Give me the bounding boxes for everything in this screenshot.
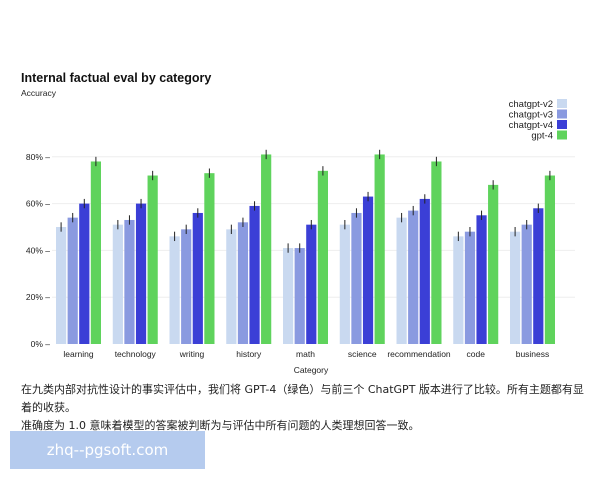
bar-gpt-4-writing [204,173,215,344]
legend-label: chatgpt-v3 [509,110,553,121]
watermark-text: zhq--pgsoft.com [46,441,169,459]
x-tick-label: math [296,349,315,359]
bar-gpt-4-business [544,175,555,344]
bar-chatgpt-v3-learning [67,217,78,344]
legend-label: gpt-4 [531,131,553,142]
x-tick-label: science [348,349,377,359]
bar-gpt-4-science [374,154,385,344]
bar-chatgpt-v4-business [533,208,544,344]
bar-chatgpt-v2-recommendation [396,217,407,344]
bar-chart: Internal factual eval by category Accura… [21,71,575,375]
bar-chatgpt-v3-business [521,224,532,344]
x-tick-label: business [516,349,550,359]
bar-chatgpt-v2-technology [112,224,123,344]
x-tick-label: writing [179,349,205,359]
bar-gpt-4-technology [147,175,158,344]
caption-line-2: 准确度为 1.0 意味着模型的答案被判断为与评估中所有问题的人类理想回答一致。 [21,419,420,432]
bar-chatgpt-v3-history [237,222,249,344]
legend-swatch [557,109,567,119]
x-tick-label: history [236,349,262,359]
legend-swatch [557,99,567,108]
x-tick-label: recommendation [387,349,451,359]
bar-chatgpt-v3-recommendation [408,210,419,344]
bar-chatgpt-v2-writing [169,236,180,344]
bar-gpt-4-recommendation [431,161,442,344]
x-tick-label: learning [63,349,94,359]
bar-gpt-4-history [261,154,272,344]
bar-gpt-4-math [317,170,328,344]
x-tick-label: technology [115,349,157,359]
bar-chatgpt-v3-writing [181,229,192,344]
bar-chatgpt-v4-writing [192,212,203,344]
y-tick-label: 40% – [26,245,50,255]
bar-chatgpt-v2-business [510,231,521,344]
bar-chatgpt-v3-science [351,212,362,344]
bar-chatgpt-v2-code [453,236,464,344]
bar-chatgpt-v2-math [283,248,294,344]
bar-chatgpt-v4-recommendation [419,198,430,344]
watermark-banner: zhq--pgsoft.com [10,431,205,469]
bar-chatgpt-v3-math [294,248,305,344]
legend-swatch [557,120,567,129]
y-tick-label: 80% – [26,152,50,162]
bar-chatgpt-v4-math [306,224,317,344]
bar-gpt-4-code [488,184,499,344]
bar-chatgpt-v2-learning [56,227,67,344]
y-tick-label: 20% – [26,292,50,302]
caption-line-1: 在九类内部对抗性设计的事实评估中，我们将 GPT-4（绿色）与前三个 ChatG… [21,383,584,414]
x-axis-ticks: learning technology writing history math scie… [63,349,549,359]
figure-caption: 在九类内部对抗性设计的事实评估中，我们将 GPT-4（绿色）与前三个 ChatG… [21,381,591,435]
y-axis-ticks: 0% – 20% – 40% – 60% – 80% – [26,152,50,349]
bar-chatgpt-v2-history [226,229,237,344]
bar-gpt-4-learning [90,161,101,344]
y-tick-label: 60% – [26,199,50,209]
bar-chatgpt-v4-science [362,196,374,344]
bar-chatgpt-v2-science [339,224,350,344]
bar-chatgpt-v4-history [249,205,260,344]
bars [56,149,555,344]
legend-swatch [557,130,567,140]
chart-title: Internal factual eval by category [21,71,211,85]
bar-chatgpt-v4-code [476,215,487,344]
x-axis-label: Category [294,365,329,375]
legend-label: chatgpt-v2 [509,99,553,110]
bar-chatgpt-v4-learning [79,203,90,344]
bar-chatgpt-v3-technology [124,219,135,344]
bar-chatgpt-v4-technology [135,203,147,344]
bar-chatgpt-v3-code [464,231,476,344]
y-axis-label: Accuracy [21,88,57,98]
x-tick-label: code [467,349,486,359]
y-tick-label: 0% – [31,339,51,349]
legend-label: chatgpt-v4 [509,120,553,131]
